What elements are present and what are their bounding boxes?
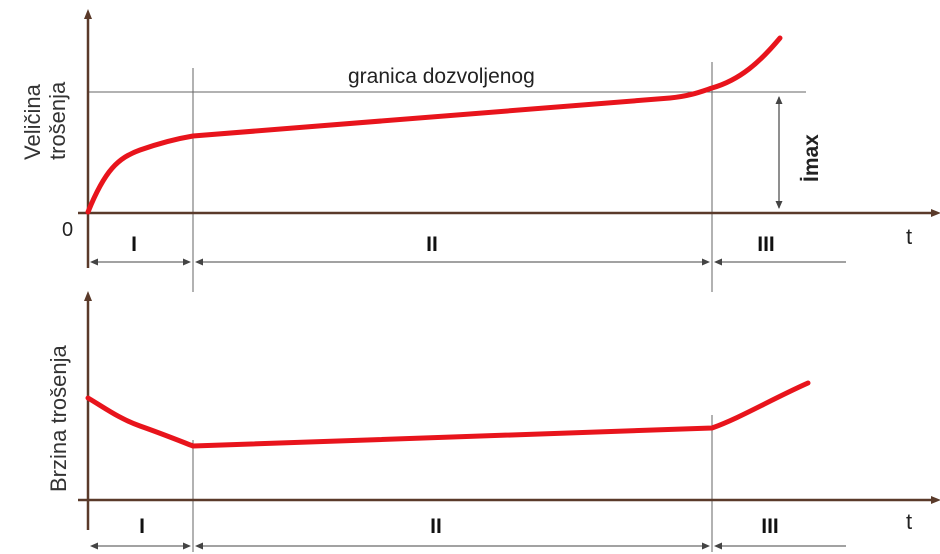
top-y-label-line1: Veličina: [20, 83, 45, 160]
bottom-phase-label-1: I: [139, 515, 145, 538]
top-phase-label-2: II: [426, 233, 438, 256]
top-x-label: t: [906, 224, 912, 249]
bottom-y-label: Brzina trošenja: [46, 344, 71, 492]
top-phase-label-1: I: [131, 233, 137, 256]
wear-rate-curve: [85, 380, 811, 449]
bottom-x-label: t: [906, 509, 912, 534]
limit-label: granica dozvoljenog: [348, 65, 535, 88]
top-phase-label-3: III: [757, 233, 775, 256]
top-chart: Veličina trošenja 0 t granica dozvoljeno…: [20, 9, 940, 292]
top-y-label-line2: trošenja: [45, 81, 70, 160]
wear-amount-curve: [85, 35, 783, 215]
origin-label: 0: [62, 219, 73, 241]
bottom-phase-label-2: II: [430, 515, 442, 538]
bottom-chart: Brzina trošenja t I II III: [46, 291, 940, 552]
bottom-phase-label-3: III: [761, 515, 779, 538]
imax-label: İmax: [800, 134, 823, 182]
